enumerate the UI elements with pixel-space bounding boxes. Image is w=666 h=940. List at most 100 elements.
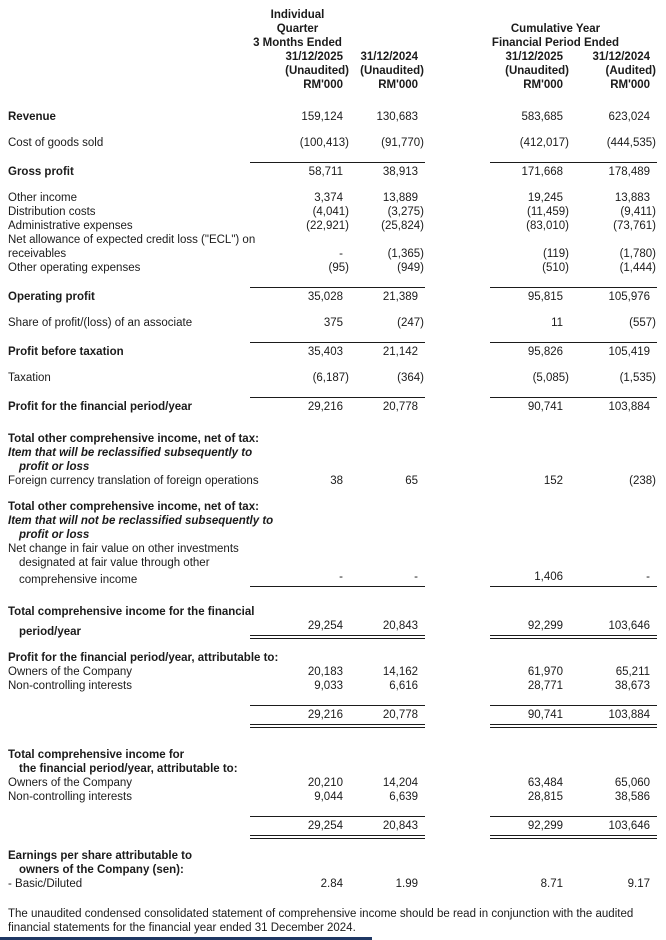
cell-value xyxy=(570,556,657,570)
cell-value xyxy=(490,863,570,877)
column-spacer xyxy=(425,488,490,514)
cell-value xyxy=(570,488,657,514)
table-header: Individual Quarter Cumulative Year 3 Mon… xyxy=(8,8,657,98)
cell-value xyxy=(490,839,570,863)
cell-value xyxy=(250,839,350,863)
cell-value: 35,028 xyxy=(250,275,350,304)
row-label: period/year xyxy=(19,626,81,638)
cell-value: 29,254 xyxy=(250,619,350,639)
cell-value: 14,204 xyxy=(382,777,419,789)
cell-value xyxy=(350,460,425,474)
cell-value: (1,780) xyxy=(619,248,657,260)
statement-row: Profit for the financial period/year 29,2… xyxy=(8,385,658,414)
column-spacer xyxy=(425,587,490,619)
header-spacer xyxy=(8,36,250,50)
cell-value xyxy=(570,587,657,619)
cell-value: 90,741 xyxy=(490,693,571,728)
cell-value xyxy=(490,460,570,474)
row-label: Total other comprehensive income, net of… xyxy=(8,433,259,445)
cell-value: (4,041) xyxy=(312,206,349,218)
cell-value xyxy=(250,528,350,542)
column-spacer xyxy=(425,8,490,36)
cell-value xyxy=(490,728,570,762)
column-spacer xyxy=(425,570,490,587)
cell-value xyxy=(250,863,350,877)
cell-value xyxy=(250,233,350,247)
statement-row: Distribution costs (4,041) (3,275) (11,459)… xyxy=(8,205,657,219)
row-label xyxy=(8,693,250,728)
cell-value: 152 xyxy=(543,475,564,487)
cell-value xyxy=(350,488,425,514)
cell-value: 38,913 xyxy=(350,150,426,179)
row-label: profit or loss xyxy=(19,461,90,473)
cell-value: 20,183 xyxy=(307,666,343,678)
column-spacer xyxy=(425,619,490,639)
cell-value: (557) xyxy=(629,317,657,329)
statement-body: Revenue 159,124 130,683 583,685 623,024 Cost … xyxy=(8,98,658,891)
cell-value: 1,406 xyxy=(490,570,571,587)
cell-value: 38,586 xyxy=(614,791,651,803)
cell-value xyxy=(490,542,570,556)
statement-row: Total comprehensive income for the finan… xyxy=(8,587,657,619)
statement-row: 29,216 20,778 90,741 103,884 xyxy=(8,693,658,728)
cell-value xyxy=(490,587,570,619)
column-unit: RM'000 xyxy=(303,79,343,91)
cell-value xyxy=(490,528,570,542)
statement-row: Earnings per share attributable to xyxy=(8,839,657,863)
cell-value xyxy=(350,839,425,863)
cell-value: (6,187) xyxy=(312,372,349,384)
cell-value: 159,124 xyxy=(301,111,343,123)
cell-value: 13,889 xyxy=(382,192,419,204)
cell-value xyxy=(570,863,657,877)
statement-row: Total other comprehensive income, net of… xyxy=(8,488,657,514)
cell-value xyxy=(250,587,350,619)
cell-value: 21,389 xyxy=(350,275,426,304)
column-date: 31/12/2025 xyxy=(285,51,343,63)
cell-value xyxy=(490,556,570,570)
cell-value: 28,771 xyxy=(527,680,564,692)
column-spacer xyxy=(425,247,490,261)
cell-value xyxy=(350,233,425,247)
header-spacer xyxy=(8,8,250,36)
cell-value: 29,216 xyxy=(250,693,350,728)
cell-value: 90,741 xyxy=(490,385,571,414)
audit-header-row: (Unaudited) (Unaudited) (Unaudited) (Aud… xyxy=(8,64,657,78)
cell-value: 9.17 xyxy=(627,878,651,890)
column-spacer xyxy=(425,728,490,762)
cell-value: 28,815 xyxy=(527,791,564,803)
cell-value: 92,299 xyxy=(490,804,571,839)
cell-value xyxy=(250,414,350,446)
cell-value xyxy=(350,414,425,446)
income-statement-table: Individual Quarter Cumulative Year 3 Mon… xyxy=(8,8,658,891)
cell-value: (5,085) xyxy=(532,372,570,384)
cell-value: - xyxy=(350,570,426,587)
column-spacer xyxy=(425,219,490,233)
cell-value: (1,535) xyxy=(619,372,657,384)
cell-value xyxy=(350,528,425,542)
cell-value: (22,921) xyxy=(306,220,349,232)
row-label: comprehensive income xyxy=(19,574,138,586)
cell-value: - xyxy=(339,248,343,260)
cell-value xyxy=(570,639,657,665)
cell-value xyxy=(350,446,425,460)
cell-value: 29,254 xyxy=(250,804,350,839)
column-spacer xyxy=(425,679,490,693)
cell-value: (1,444) xyxy=(619,262,657,274)
cell-value: (73,761) xyxy=(613,220,657,232)
cell-value: 19,245 xyxy=(527,192,564,204)
cumulative-group-title: Cumulative Year xyxy=(510,23,601,35)
header-spacer xyxy=(8,78,250,98)
column-spacer xyxy=(425,474,490,488)
row-label: Earnings per share attributable to xyxy=(8,850,193,862)
cell-value: 2.84 xyxy=(320,878,343,890)
column-spacer xyxy=(425,150,490,179)
cell-value xyxy=(250,556,350,570)
cell-value: 65,211 xyxy=(615,666,651,678)
row-label: Net change in fair value on other invest… xyxy=(8,543,239,555)
column-spacer xyxy=(425,460,490,474)
column-spacer xyxy=(425,385,490,414)
statement-row: Administrative expenses (22,921) (25,824) (… xyxy=(8,219,657,233)
column-spacer xyxy=(425,359,490,385)
column-spacer xyxy=(425,542,490,556)
cell-value: 38,673 xyxy=(614,680,651,692)
